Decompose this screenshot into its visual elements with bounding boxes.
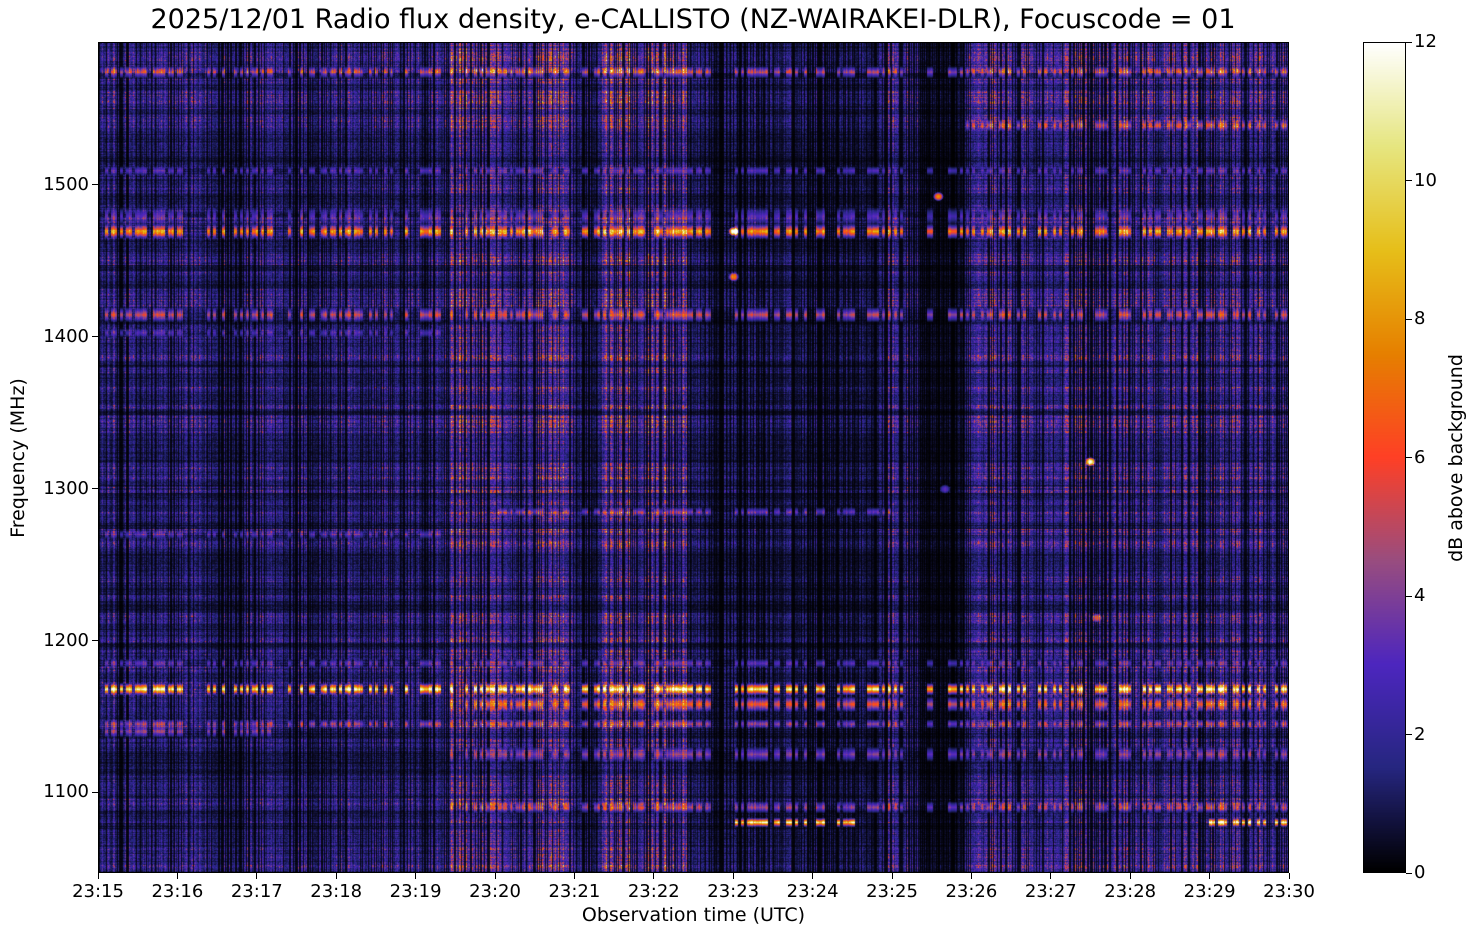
colorbar-gradient [1364, 43, 1405, 872]
x-tick-label: 23:25 [866, 881, 918, 902]
x-tick-label: 23:15 [72, 881, 124, 902]
x-tick-label: 23:24 [786, 881, 839, 902]
x-tick [176, 873, 178, 879]
x-tick [256, 873, 258, 879]
colorbar-tick [1406, 180, 1412, 181]
chart-title: 2025/12/01 Radio flux density, e-CALLIST… [150, 4, 1236, 35]
x-tick-label: 23:17 [230, 881, 283, 902]
x-tick [1288, 873, 1290, 879]
y-tick-label: 1300 [43, 477, 89, 499]
y-tick-label: 1100 [43, 781, 89, 803]
x-tick [573, 873, 575, 879]
spectrogram-heatmap [99, 43, 1288, 872]
y-tick [92, 791, 98, 793]
x-tick [970, 873, 972, 879]
x-tick-label: 23:19 [389, 881, 442, 902]
x-tick [494, 873, 496, 879]
y-tick-label: 1200 [43, 629, 89, 651]
x-tick-label: 23:30 [1263, 881, 1315, 902]
y-tick [92, 640, 98, 642]
x-tick [732, 873, 734, 879]
colorbar-tick [1406, 457, 1412, 458]
colorbar-tick [1406, 318, 1412, 320]
colorbar-tick [1406, 734, 1412, 735]
colorbar-tick [1406, 872, 1412, 874]
x-tick-label: 23:22 [627, 881, 680, 902]
x-tick-label: 23:28 [1104, 881, 1157, 902]
colorbar-tick [1406, 41, 1412, 43]
x-tick-label: 23:23 [707, 881, 760, 902]
x-tick-label: 23:18 [310, 881, 363, 902]
x-tick [891, 873, 893, 879]
x-tick-label: 23:29 [1183, 881, 1236, 902]
x-tick [335, 873, 337, 879]
y-tick [92, 488, 98, 490]
x-tick [97, 873, 99, 879]
plot-area [98, 42, 1289, 873]
x-tick-label: 23:21 [548, 881, 601, 902]
x-tick [415, 873, 417, 879]
y-tick [92, 184, 98, 186]
y-tick-label: 1500 [43, 173, 89, 195]
colorbar-tick-label: 2 [1414, 723, 1426, 745]
x-tick-label: 23:20 [469, 881, 521, 902]
x-tick-label: 23:26 [945, 881, 998, 902]
colorbar-tick-label: 6 [1414, 446, 1426, 468]
x-tick-label: 23:16 [151, 881, 204, 902]
colorbar-tick [1406, 595, 1412, 597]
colorbar-label: dB above background [1445, 354, 1467, 562]
y-axis-label: Frequency (MHz) [7, 378, 29, 538]
x-tick [1129, 873, 1131, 879]
colorbar-tick-label: 12 [1414, 31, 1437, 52]
colorbar-tick-label: 10 [1414, 169, 1437, 191]
x-tick [653, 873, 655, 879]
colorbar-tick-label: 4 [1414, 585, 1426, 606]
x-tick [1209, 873, 1211, 879]
x-tick [1050, 873, 1052, 879]
x-tick-label: 23:27 [1024, 881, 1077, 902]
colorbar-tick-label: 8 [1414, 308, 1426, 329]
x-tick [812, 873, 814, 879]
colorbar-tick-label: 0 [1414, 862, 1426, 883]
x-axis-label: Observation time (UTC) [581, 904, 806, 926]
y-tick-label: 1400 [43, 325, 89, 347]
colorbar [1363, 42, 1406, 873]
y-tick [92, 336, 98, 338]
